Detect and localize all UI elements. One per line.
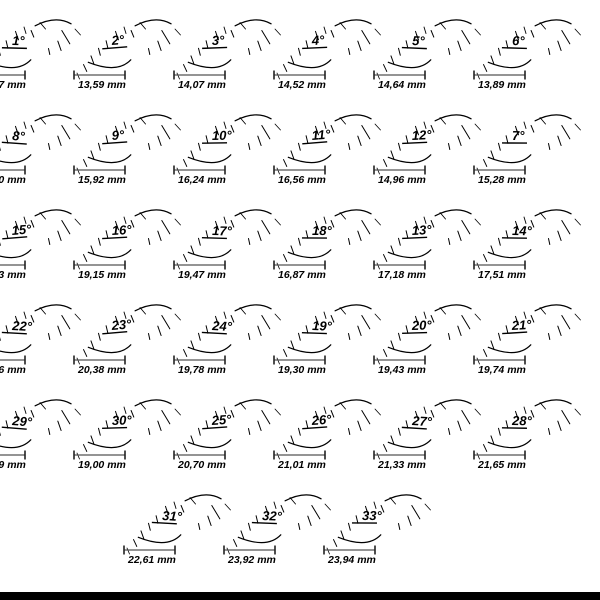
svg-text:19°: 19° <box>312 318 333 334</box>
svg-text:20,38 mm: 20,38 mm <box>77 364 126 376</box>
svg-text:17,51 mm: 17,51 mm <box>478 269 526 281</box>
svg-text:8°: 8° <box>12 128 26 144</box>
svg-text:18°: 18° <box>312 223 333 238</box>
svg-text:16,87 mm: 16,87 mm <box>278 269 326 281</box>
svg-text:19,00 mm: 19,00 mm <box>78 459 126 471</box>
svg-text:21,33 mm: 21,33 mm <box>377 459 426 471</box>
svg-text:33°: 33° <box>362 508 383 523</box>
svg-text:19,47 mm: 19,47 mm <box>178 269 226 281</box>
svg-text:17,83 mm: 17,83 mm <box>0 269 26 281</box>
svg-text:17,18 mm: 17,18 mm <box>378 269 426 281</box>
svg-text:13°: 13° <box>411 222 432 238</box>
svg-text:2°: 2° <box>110 32 125 48</box>
svg-text:20,70 mm: 20,70 mm <box>177 459 226 471</box>
svg-text:14,52 mm: 14,52 mm <box>278 79 326 91</box>
svg-text:19,15 mm: 19,15 mm <box>78 269 126 281</box>
svg-text:6°: 6° <box>512 33 526 48</box>
svg-text:15°: 15° <box>11 221 33 238</box>
svg-text:15,28 mm: 15,28 mm <box>478 174 526 186</box>
svg-text:31°: 31° <box>162 508 183 524</box>
svg-text:11°: 11° <box>311 126 332 143</box>
svg-text:16°: 16° <box>111 222 132 238</box>
svg-text:14,96 mm: 14,96 mm <box>378 174 426 186</box>
svg-text:9°: 9° <box>111 127 125 143</box>
svg-text:14,64 mm: 14,64 mm <box>378 79 426 91</box>
svg-text:22°: 22° <box>11 318 33 334</box>
svg-text:4°: 4° <box>310 32 325 48</box>
svg-text:15,92 mm: 15,92 mm <box>78 174 126 186</box>
svg-text:21°: 21° <box>510 317 532 333</box>
svg-text:32°: 32° <box>262 508 283 524</box>
svg-text:14,07 mm: 14,07 mm <box>178 79 226 91</box>
svg-text:26°: 26° <box>310 412 332 428</box>
svg-text:19,78 mm: 19,78 mm <box>178 364 226 376</box>
svg-text:7°: 7° <box>512 128 525 143</box>
svg-text:28°: 28° <box>511 413 533 428</box>
svg-text:25°: 25° <box>210 412 232 428</box>
svg-text:23°: 23° <box>110 316 133 333</box>
svg-text:10°: 10° <box>212 128 233 143</box>
svg-text:5°: 5° <box>412 33 426 49</box>
svg-text:19,30 mm: 19,30 mm <box>278 364 326 376</box>
svg-text:24°: 24° <box>211 318 233 334</box>
svg-text:13,89 mm: 13,89 mm <box>478 79 526 91</box>
svg-text:1°: 1° <box>12 33 26 48</box>
svg-text:29°: 29° <box>11 413 34 430</box>
svg-text:15,60 mm: 15,60 mm <box>0 174 26 186</box>
svg-text:20,06 mm: 20,06 mm <box>0 364 26 376</box>
svg-text:16,24 mm: 16,24 mm <box>178 174 226 186</box>
svg-text:13,27 mm: 13,27 mm <box>0 79 26 91</box>
svg-text:13,59 mm: 13,59 mm <box>78 79 126 91</box>
svg-text:22,61 mm: 22,61 mm <box>127 554 176 566</box>
svg-text:22,29 mm: 22,29 mm <box>0 459 26 471</box>
svg-text:17°: 17° <box>212 223 233 239</box>
svg-text:21,01 mm: 21,01 mm <box>277 459 326 471</box>
svg-text:19,74 mm: 19,74 mm <box>478 364 526 376</box>
svg-text:12°: 12° <box>411 127 432 143</box>
svg-text:27°: 27° <box>411 413 433 429</box>
svg-text:21,65 mm: 21,65 mm <box>477 459 526 471</box>
svg-text:14°: 14° <box>512 223 533 238</box>
svg-text:3°: 3° <box>212 33 226 48</box>
svg-text:16,56 mm: 16,56 mm <box>278 174 326 186</box>
svg-text:30°: 30° <box>112 412 133 428</box>
svg-text:23,94 mm: 23,94 mm <box>327 554 376 566</box>
svg-text:23,92 mm: 23,92 mm <box>227 554 276 566</box>
svg-text:19,43 mm: 19,43 mm <box>378 364 426 376</box>
svg-text:20°: 20° <box>411 317 433 333</box>
